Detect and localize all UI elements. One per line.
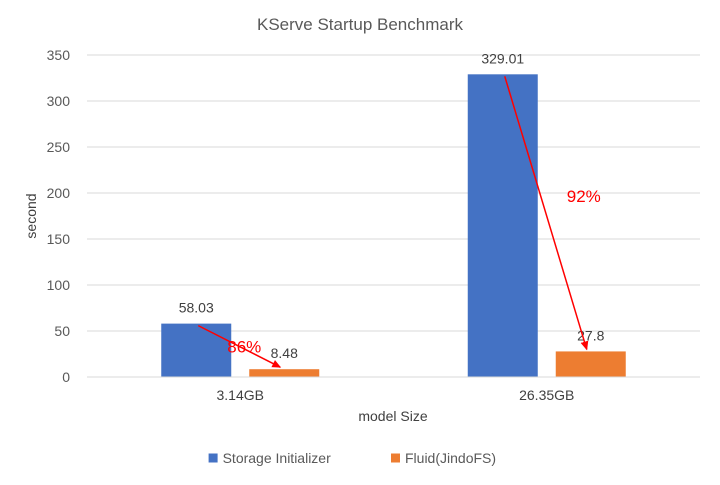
y-tick-label: 200: [47, 185, 71, 201]
reduction-percent-label: 92%: [567, 187, 601, 206]
bar-fluid-jindofs: [249, 369, 320, 377]
reduction-arrow: [504, 76, 589, 351]
x-tick-label: 26.35GB: [519, 387, 574, 403]
annotations: 86% 92%: [197, 76, 601, 368]
y-tick-label: 300: [47, 93, 71, 109]
legend-swatch: [391, 453, 400, 463]
legend-label: Storage Initializer: [223, 450, 332, 466]
data-label: 329.01: [481, 50, 524, 66]
legend: Storage Initializer Fluid(JindoFS): [208, 450, 496, 466]
legend-swatch: [208, 453, 218, 463]
y-tick-label: 150: [47, 231, 71, 247]
gridlines: [87, 54, 700, 332]
legend-label: Fluid(JindoFS): [405, 450, 496, 466]
x-axis-label: model Size: [358, 408, 427, 424]
x-tick-label: 3.14GB: [217, 387, 264, 403]
bars: [161, 74, 626, 378]
bar-fluid-jindofs: [555, 351, 626, 377]
y-axis-label: second: [23, 193, 39, 238]
y-tick-label: 0: [62, 369, 70, 385]
chart-title: KServe Startup Benchmark: [257, 15, 463, 34]
data-label: 58.03: [179, 300, 214, 316]
y-tick-label: 50: [54, 323, 70, 339]
reduction-percent-label: 86%: [227, 337, 261, 356]
y-axis-ticks: 0 50 100 150 200 250 300 350: [47, 47, 71, 385]
x-axis-ticks: 3.14GB 26.35GB: [217, 387, 575, 403]
bar-storage-initializer: [467, 74, 538, 378]
y-tick-label: 250: [47, 139, 71, 155]
bar-storage-initializer: [161, 323, 232, 377]
data-label: 8.48: [271, 345, 298, 361]
y-tick-label: 100: [47, 277, 71, 293]
reduction-arrow: [197, 324, 282, 368]
y-tick-label: 350: [47, 47, 71, 63]
